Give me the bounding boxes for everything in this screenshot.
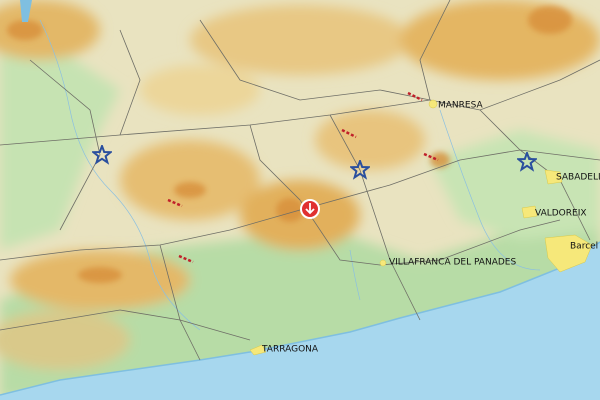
cities	[249, 99, 593, 356]
pass-markers	[167, 91, 439, 264]
places: MANRESA SABADELL VALDOREIX Barcel VILLAF…	[261, 101, 600, 355]
rivers	[39, 19, 541, 331]
place-label: MANRESA	[438, 101, 483, 111]
place-label: VALDOREIX	[535, 209, 587, 219]
place-label: SABADELL	[556, 173, 600, 183]
place-label: TARRAGONA	[261, 345, 319, 355]
location-marker[interactable]	[300, 199, 320, 219]
place-label: VILLAFRANCA DEL PANADES	[389, 258, 516, 268]
roads	[0, 0, 600, 361]
markers	[92, 91, 537, 264]
place-label: Barcel	[570, 242, 598, 252]
